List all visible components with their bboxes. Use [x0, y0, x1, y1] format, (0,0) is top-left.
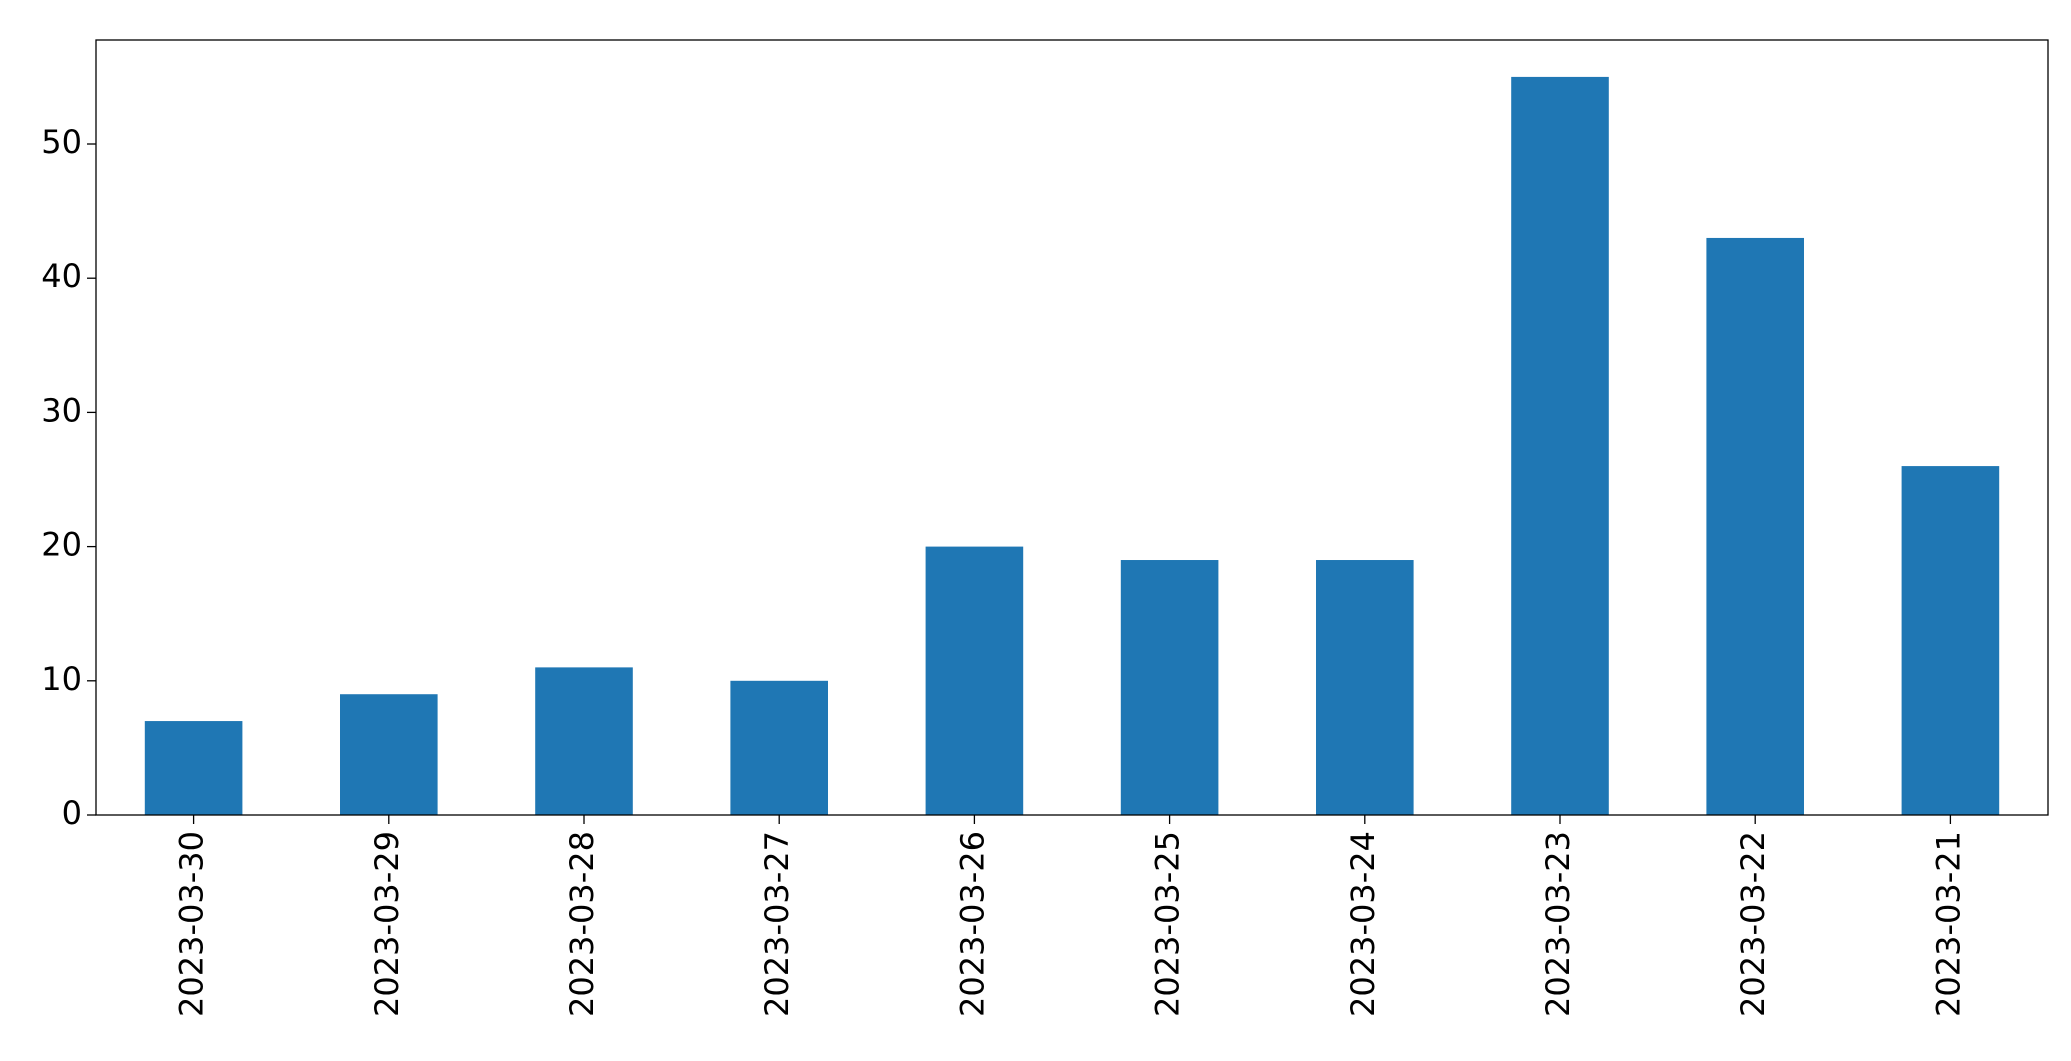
- x-tick-label: 2023-03-29: [368, 831, 406, 1017]
- bar: [925, 546, 1024, 815]
- y-tick-label: 30: [41, 391, 82, 429]
- x-tick-label: 2023-03-24: [1344, 831, 1382, 1017]
- x-tick-label: 2023-03-26: [953, 831, 991, 1017]
- bar: [1706, 237, 1804, 815]
- x-tick-label: 2023-03-27: [758, 831, 796, 1017]
- x-tick-label: 2023-03-21: [1929, 831, 1967, 1017]
- y-tick-label: 40: [41, 257, 82, 295]
- x-tick-label: 2023-03-22: [1734, 831, 1772, 1017]
- x-tick-label: 2023-03-25: [1149, 831, 1187, 1017]
- bar: [1511, 76, 1609, 815]
- bar: [144, 721, 243, 815]
- bar: [535, 667, 633, 815]
- x-tick-label: 2023-03-28: [563, 831, 601, 1017]
- y-tick-label: 50: [41, 123, 82, 161]
- bar: [730, 680, 828, 815]
- bar: [1901, 466, 2000, 815]
- bar: [1120, 560, 1219, 815]
- bar: [340, 694, 438, 815]
- x-tick-label: 2023-03-30: [173, 831, 211, 1017]
- y-tick-label: 20: [41, 526, 82, 564]
- plot-frame: [95, 39, 2049, 816]
- bar: [1316, 560, 1414, 815]
- y-tick-label: 0: [62, 794, 82, 832]
- x-tick-label: 2023-03-23: [1539, 831, 1577, 1017]
- y-tick-label: 10: [41, 660, 82, 698]
